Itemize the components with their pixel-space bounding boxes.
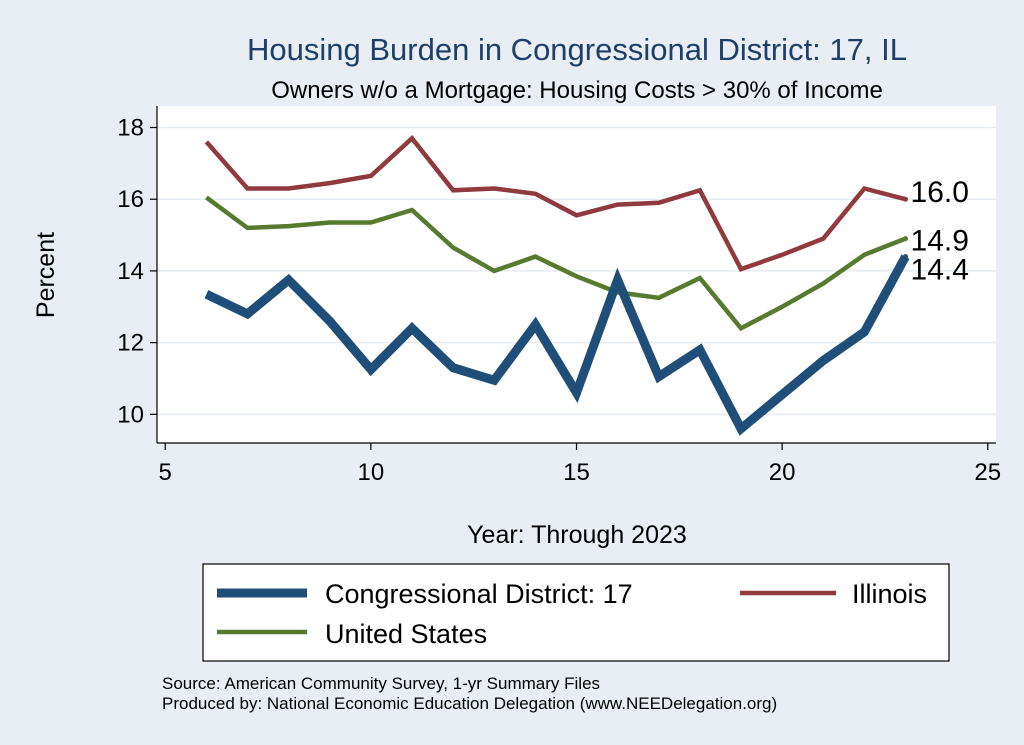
end-label-illinois: 16.0 [911, 176, 969, 209]
end-point [903, 254, 909, 260]
y-tick-label: 10 [117, 401, 144, 428]
x-tick-label: 5 [159, 459, 172, 486]
series-line-district [204, 254, 910, 436]
y-tick-label: 18 [117, 115, 144, 142]
chart-title: Housing Burden in Congressional District… [247, 32, 907, 67]
series-line-illinois [204, 135, 907, 272]
x-tick-label: 15 [563, 459, 590, 486]
end-label-district: 14.4 [911, 254, 969, 287]
chart-subtitle: Owners w/o a Mortgage: Housing Costs > 3… [271, 77, 883, 104]
x-tick-label: 10 [358, 459, 385, 486]
gridlines [157, 126, 996, 416]
legend-label-us: United States [325, 619, 487, 649]
end-labels: 14.4 16.0 14.9 [903, 176, 969, 287]
legend-label-illinois: Illinois [852, 579, 927, 609]
legend: Congressional District: 17 Illinois Unit… [202, 563, 950, 662]
end-point [903, 196, 909, 202]
end-point [903, 236, 909, 242]
y-tick-label: 12 [117, 330, 144, 357]
series-lines [204, 135, 910, 436]
x-tick-label: 20 [769, 459, 796, 486]
y-tick-label: 14 [117, 258, 144, 285]
producer-note: Produced by: National Economic Education… [162, 694, 777, 713]
legend-label-district: Congressional District: 17 [325, 579, 633, 609]
x-axis-title: Year: Through 2023 [467, 521, 687, 549]
end-label-us: 14.9 [911, 225, 969, 258]
series-line-us [205, 195, 907, 332]
legend-box [202, 563, 950, 662]
source-note: Source: American Community Survey, 1-yr … [162, 674, 600, 693]
x-tick-label: 25 [974, 459, 1001, 486]
y-tick-label: 16 [117, 186, 144, 213]
y-axis-title: Percent [32, 232, 60, 318]
axis-ticks: 10 12 14 16 18 5 10 15 20 25 [117, 115, 1001, 486]
